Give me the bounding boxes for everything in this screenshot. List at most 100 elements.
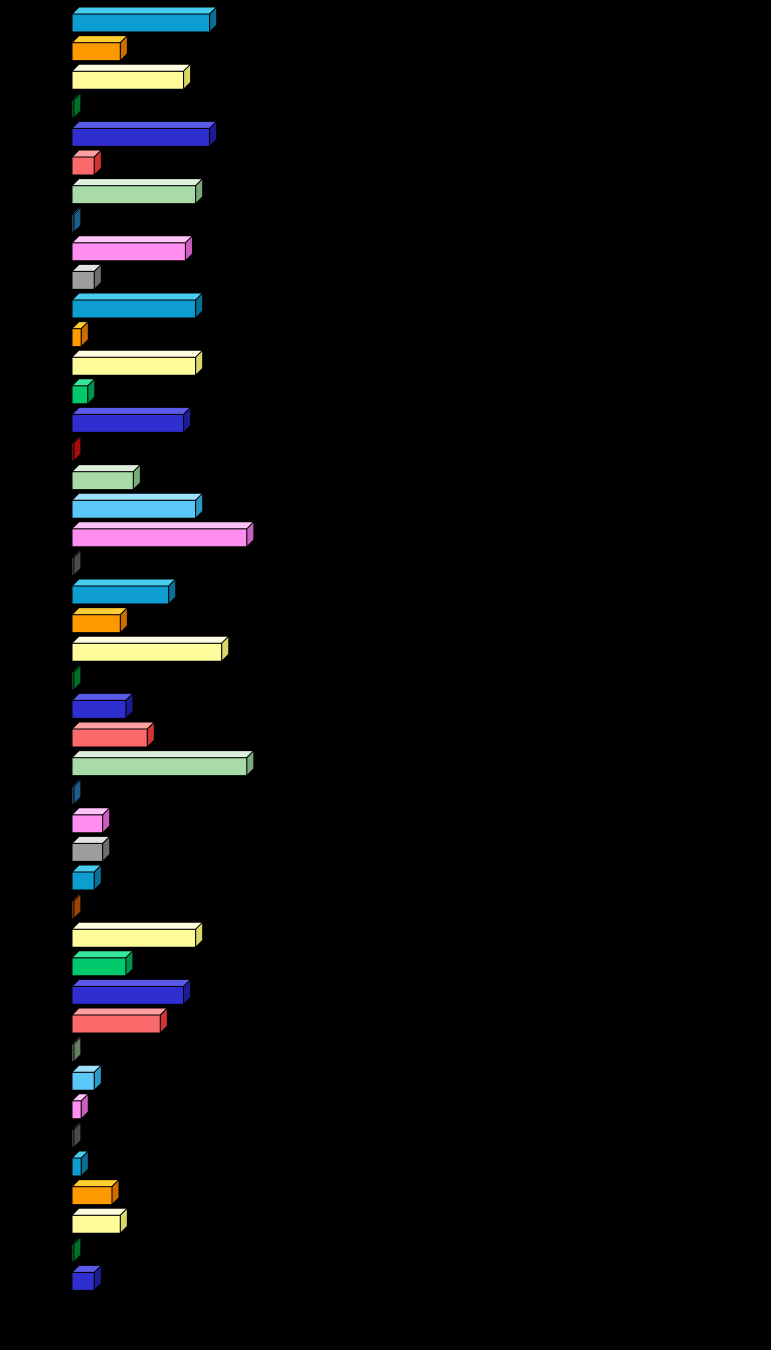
bar-front-face: [71, 1014, 161, 1034]
bar-front-face: [71, 499, 197, 519]
bar-side-face: [93, 1264, 102, 1292]
bar-9: [70, 234, 194, 263]
bar-side-face: [119, 34, 128, 62]
bar-front-face: [71, 928, 197, 948]
bar-42: [70, 1178, 121, 1206]
bar-43: [70, 1206, 129, 1235]
bar-21: [70, 577, 177, 606]
bar-41: [70, 1149, 90, 1178]
bar-front-face: [71, 757, 248, 777]
bar-front-face: [71, 42, 121, 62]
bar-front-face: [71, 1071, 95, 1091]
bar-top-face: [70, 235, 194, 244]
bar-side-face: [246, 520, 255, 549]
bar-side-face: [119, 1206, 128, 1235]
bar-15: [70, 406, 192, 434]
bar-35: [70, 978, 192, 1006]
bar-10: [70, 263, 103, 291]
bar-top-face: [70, 178, 204, 187]
bar-side-face: [125, 692, 134, 720]
bar-side-face: [119, 606, 128, 634]
bar-side-face: [93, 1063, 102, 1092]
bar-26: [70, 720, 156, 749]
bar-front-face: [71, 299, 197, 319]
bar-side-face: [93, 863, 102, 892]
bar-39: [70, 1092, 90, 1121]
bar-side-face: [183, 978, 192, 1006]
bar-36: [70, 1006, 169, 1035]
bar-17: [70, 463, 142, 491]
bar-side-face: [80, 1092, 89, 1121]
bar-6: [70, 148, 103, 177]
bar-front-face: [71, 385, 89, 405]
bar-33: [70, 920, 204, 949]
bar-top-face: [70, 35, 129, 44]
bar-front-face: [71, 585, 170, 605]
bar-front-face: [71, 614, 121, 634]
bar-front-face: [71, 471, 134, 491]
bar-front-face: [71, 156, 95, 176]
bar-front-face: [71, 871, 95, 891]
bar-side-face: [159, 1006, 168, 1035]
bar-side-face: [168, 577, 177, 606]
bar-front-face: [71, 1271, 95, 1291]
bar-top-face: [70, 6, 218, 15]
bar-28: [70, 777, 83, 806]
bar-20: [70, 549, 83, 577]
bar-side-face: [246, 749, 255, 777]
bar-side-face: [73, 91, 82, 120]
bar-31: [70, 863, 103, 892]
bar-top-face: [70, 406, 192, 415]
bar-side-face: [195, 920, 204, 949]
bar-side-face: [73, 549, 82, 577]
bar-top-face: [70, 692, 135, 701]
bar-side-face: [73, 1235, 82, 1264]
bar-front-face: [71, 728, 148, 748]
bar-5: [70, 120, 218, 148]
bar-front-face: [71, 985, 185, 1005]
bar-side-face: [80, 1149, 89, 1178]
bar-side-face: [146, 720, 155, 749]
bar-front-face: [71, 413, 185, 433]
bar-top-face: [70, 1207, 129, 1216]
bar-13: [70, 348, 204, 377]
bar-side-face: [125, 949, 134, 978]
bar-24: [70, 663, 83, 692]
bar-front-face: [71, 1214, 121, 1234]
bar-top-face: [70, 521, 256, 530]
bar-side-face: [73, 1035, 82, 1063]
bar-side-face: [221, 634, 230, 663]
bar-40: [70, 1121, 83, 1149]
bar-top-face: [70, 1007, 169, 1016]
bar-side-face: [111, 1178, 120, 1206]
bar-side-face: [93, 148, 102, 177]
bar-side-face: [73, 663, 82, 692]
bar-side-face: [183, 62, 192, 91]
bar-top-face: [70, 750, 256, 759]
bar-34: [70, 949, 135, 978]
bar-8: [70, 205, 83, 234]
bar-19: [70, 520, 256, 549]
bar-side-face: [195, 291, 204, 320]
bar-front-face: [71, 699, 127, 719]
bar-side-face: [102, 835, 111, 863]
bar-top-face: [70, 578, 177, 587]
bar-29: [70, 806, 111, 835]
bar-top-face: [70, 635, 230, 644]
bar-top-face: [70, 349, 204, 358]
bar-front-face: [71, 1157, 82, 1177]
bar-side-face: [209, 120, 218, 148]
bar-top-face: [70, 120, 218, 129]
bar-side-face: [102, 806, 111, 835]
bar-top-face: [70, 63, 192, 72]
bar-front-face: [71, 957, 127, 977]
bar-side-face: [87, 377, 96, 406]
bar-side-face: [195, 348, 204, 377]
bar-front-face: [71, 1100, 82, 1120]
bar-side-face: [73, 434, 82, 463]
bar-side-face: [73, 892, 82, 920]
bar-front-face: [71, 127, 211, 147]
bar-side-face: [73, 205, 82, 234]
bar-side-face: [195, 491, 204, 520]
